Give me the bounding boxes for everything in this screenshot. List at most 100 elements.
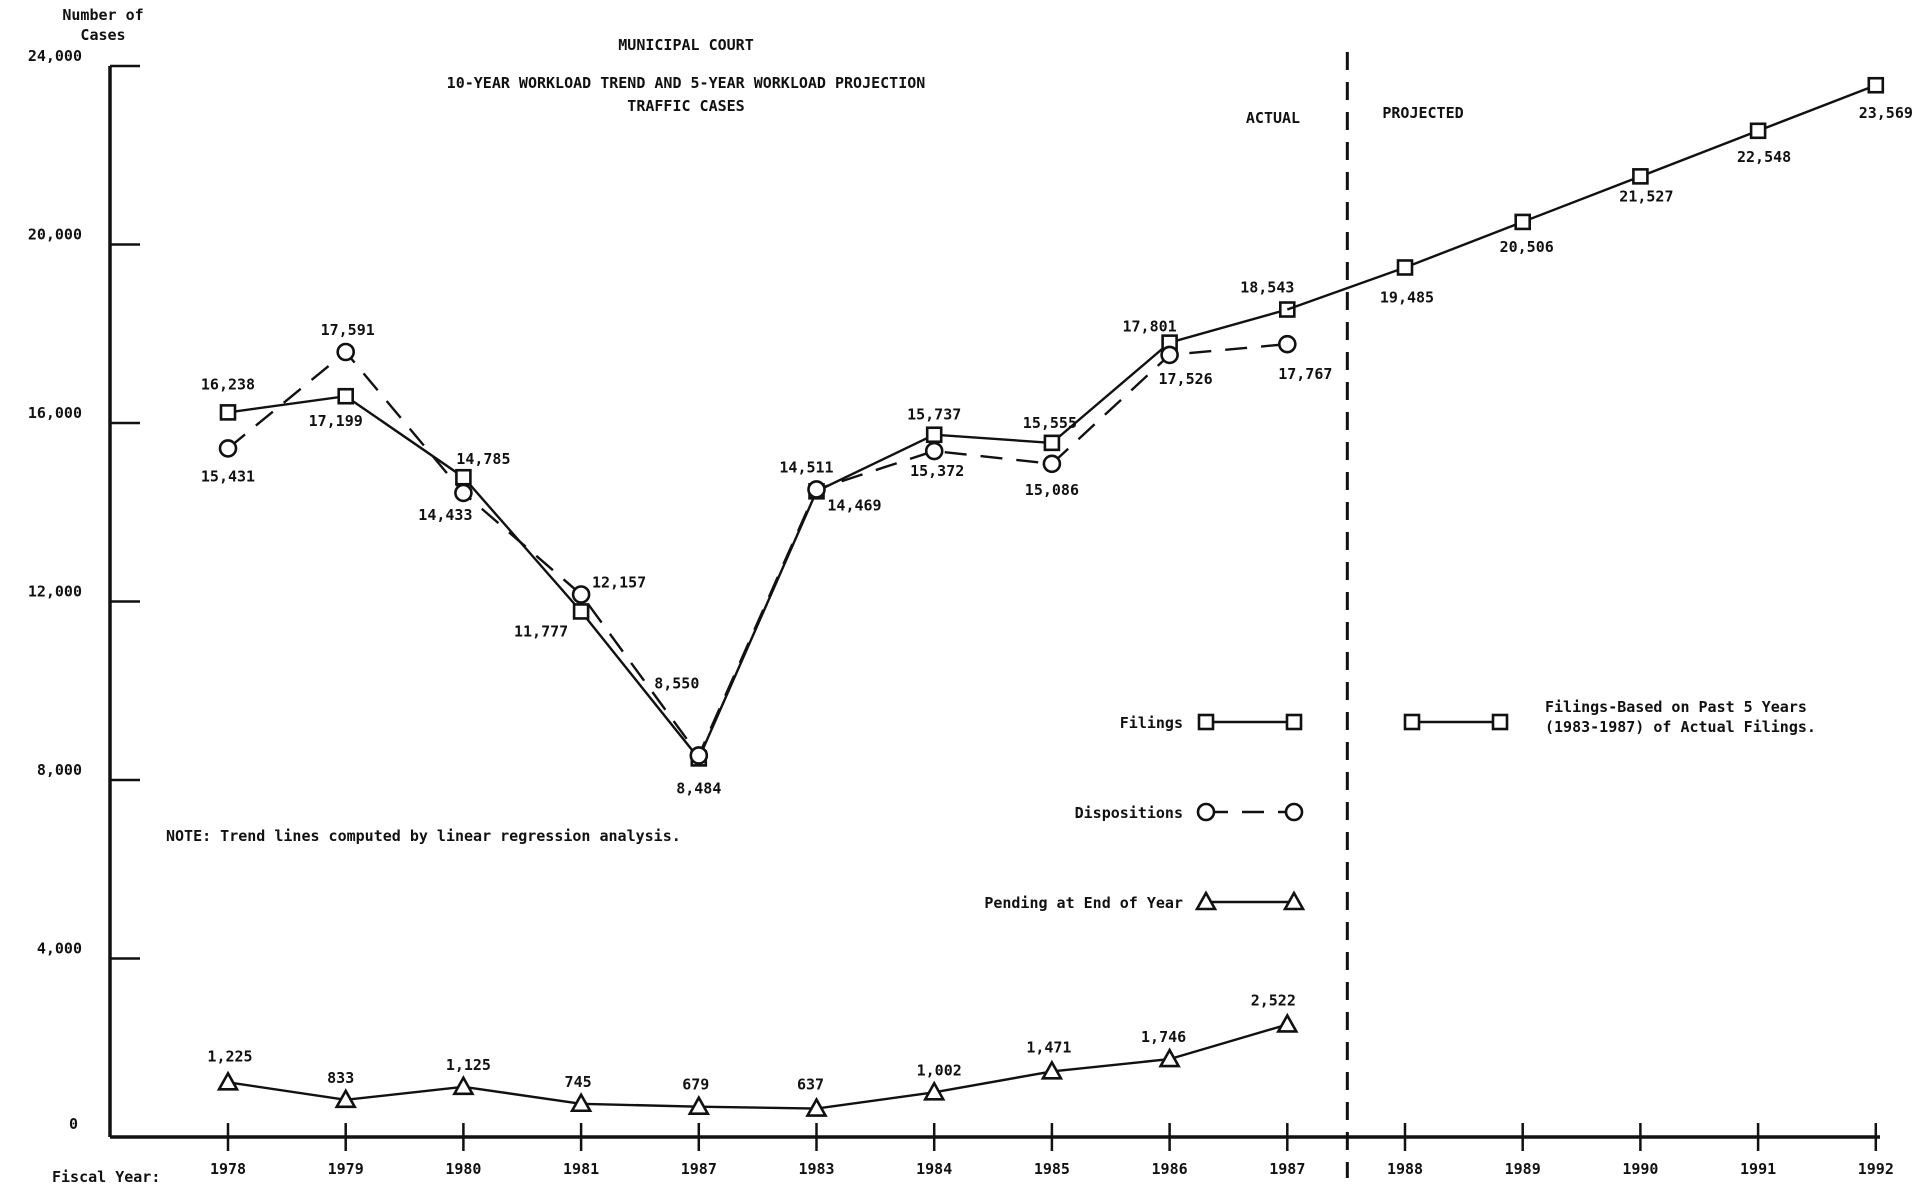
x-tick-label: 1990 [1622, 1160, 1658, 1178]
data-point-circle [1278, 334, 1297, 354]
data-point-square [455, 468, 472, 486]
data-label: 21,527 [1619, 187, 1673, 205]
legend-label: Pending at End of Year [984, 894, 1183, 912]
data-label: 15,372 [910, 462, 964, 480]
legend-marker-triangle [1282, 890, 1306, 911]
data-label: 14,785 [456, 450, 510, 468]
data-label: 2,522 [1251, 991, 1296, 1009]
data-label: 833 [327, 1069, 354, 1087]
series-line-0 [227, 308, 1288, 761]
data-point-triangle [805, 1096, 828, 1117]
data-label: 1,002 [917, 1061, 962, 1079]
trend-note: NOTE: Trend lines computed by linear reg… [166, 827, 681, 845]
chart-subtitle-line2: TRAFFIC CASES [627, 97, 744, 115]
legend-marker-square [1197, 713, 1215, 731]
data-point-circle [1160, 345, 1179, 365]
x-tick-label: 1984 [916, 1160, 952, 1178]
data-point-triangle [334, 1088, 357, 1109]
legend-marker-circle [1284, 802, 1304, 822]
x-tick-label: 1978 [210, 1160, 246, 1178]
data-label: 20,506 [1500, 238, 1554, 256]
data-label: 23,569 [1859, 104, 1913, 122]
data-point-circle [807, 480, 826, 499]
data-label: 17,591 [321, 321, 375, 339]
data-label: 1,225 [207, 1047, 252, 1065]
y-tick-label: 12,000 [28, 583, 82, 601]
x-tick-label: 1991 [1740, 1160, 1776, 1178]
series-line-1 [227, 342, 1288, 758]
data-point-circle [336, 342, 356, 362]
x-tick-label: 1986 [1152, 1160, 1188, 1178]
data-point-square [572, 603, 590, 620]
data-label: 1,746 [1141, 1028, 1186, 1046]
y-tick-label: 0 [69, 1115, 78, 1133]
data-label: 17,199 [309, 412, 363, 430]
data-label: 16,238 [201, 375, 255, 393]
x-tick-label: 1979 [328, 1160, 364, 1178]
series-line-3 [1286, 84, 1877, 311]
data-label: 15,555 [1023, 414, 1077, 432]
data-point-square [1632, 168, 1649, 185]
data-point-triangle [1276, 1012, 1299, 1033]
data-label: 17,767 [1278, 365, 1332, 383]
section-projected-label: PROJECTED [1382, 104, 1463, 122]
data-point-circle [218, 439, 238, 458]
data-point-square [1043, 434, 1061, 452]
data-label: 17,526 [1159, 370, 1213, 388]
y-axis-label-line1: Number of [62, 6, 143, 24]
legend-marker-triangle [1194, 890, 1218, 911]
data-label: 11,777 [514, 622, 568, 640]
x-tick-label: 1983 [798, 1160, 834, 1178]
data-point-square [337, 387, 355, 405]
data-point-square [1867, 76, 1885, 94]
y-tick-label: 8,000 [37, 761, 82, 779]
x-tick-label: 1985 [1034, 1160, 1070, 1178]
y-tick-label: 4,000 [37, 940, 82, 958]
legend-label: Dispositions [1075, 804, 1183, 822]
data-label: 14,433 [418, 506, 472, 524]
x-tick-label: 1980 [445, 1160, 481, 1178]
data-point-circle [454, 483, 473, 503]
series-line-2 [227, 1023, 1288, 1110]
data-point-triangle [1158, 1047, 1181, 1068]
data-point-square [925, 426, 943, 444]
data-label: 637 [797, 1076, 824, 1094]
data-point-triangle [687, 1095, 711, 1115]
data-label: 19,485 [1380, 288, 1434, 306]
x-tick-label: 1987 [1269, 1160, 1305, 1178]
data-label: 18,543 [1240, 279, 1294, 297]
data-point-circle [1042, 454, 1062, 474]
legend-marker-square [1491, 713, 1509, 731]
legend-marker-square [1285, 713, 1303, 731]
legend-marker-circle [1196, 802, 1216, 822]
data-label: 15,086 [1025, 481, 1079, 499]
x-tick-label: 1981 [563, 1160, 599, 1178]
data-label: 8,484 [676, 779, 721, 797]
legend-label: Filings [1120, 714, 1183, 732]
section-actual-label: ACTUAL [1246, 109, 1300, 127]
data-point-triangle [216, 1070, 240, 1091]
data-point-circle [924, 441, 944, 461]
data-point-square [1279, 301, 1296, 318]
projection-legend-line2: (1983-1987) of Actual Filings. [1545, 718, 1816, 736]
data-point-square [219, 404, 237, 421]
x-tick-label: 1989 [1505, 1160, 1541, 1178]
data-label: 8,550 [654, 674, 699, 692]
data-label: 1,471 [1026, 1038, 1071, 1056]
data-label: 12,157 [592, 573, 646, 591]
x-tick-label: 1988 [1387, 1160, 1423, 1178]
data-point-triangle [452, 1075, 475, 1096]
y-tick-label: 16,000 [28, 404, 82, 422]
data-point-triangle [922, 1080, 946, 1101]
projection-legend-line1: Filings-Based on Past 5 Years [1545, 698, 1807, 716]
data-label: 15,737 [907, 406, 961, 424]
y-tick-label: 24,000 [28, 47, 82, 65]
data-point-triangle [1040, 1059, 1064, 1080]
data-point-triangle [569, 1092, 593, 1113]
data-label: 15,431 [201, 467, 255, 485]
y-axis-label-line2: Cases [80, 26, 125, 44]
x-tick-label: 1992 [1858, 1160, 1894, 1178]
data-label: 745 [565, 1073, 592, 1091]
